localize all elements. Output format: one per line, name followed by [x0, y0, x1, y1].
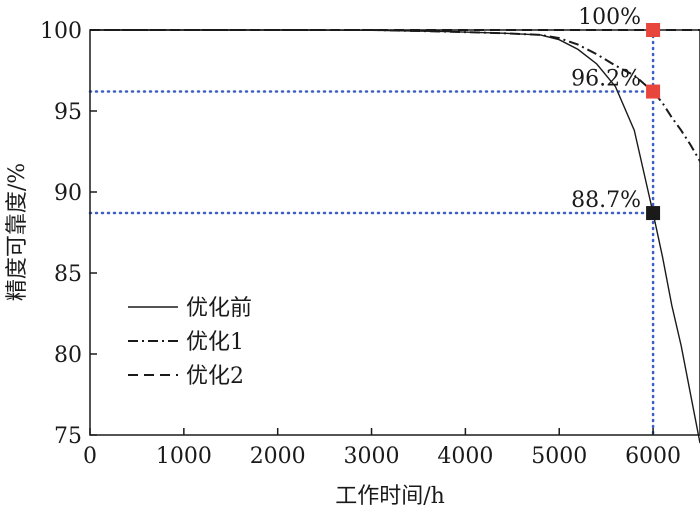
axes: [89, 29, 700, 436]
y-tick-label-1: 80: [54, 343, 82, 368]
ticks: 0 1000 2000 3000 4000 5000 6000 75 80 85 90 95 100: [40, 19, 681, 469]
y-tick-label-3: 90: [54, 181, 82, 206]
x-tick-label-5: 5000: [531, 444, 587, 469]
reference-lines: [88, 28, 655, 437]
marker-label-0: 100%: [578, 5, 641, 30]
legend-label-1: 优化1: [186, 330, 244, 355]
x-tick-label-1: 1000: [156, 444, 212, 469]
y-tick-label-0: 75: [54, 424, 82, 449]
x-tick-label-6: 6000: [625, 444, 681, 469]
plot-frame: [89, 29, 700, 436]
marker-label-2: 88.7%: [571, 188, 641, 213]
x-tick-label-0: 0: [83, 444, 97, 469]
x-tick-label-3: 3000: [344, 444, 400, 469]
y-tick-label-2: 85: [54, 262, 82, 287]
y-tick-label-5: 100: [40, 19, 82, 44]
legend-label-0: 优化前: [186, 296, 252, 321]
legend-label-2: 优化2: [186, 364, 244, 389]
x-tick-label-4: 4000: [437, 444, 493, 469]
marker-label-1: 96.2%: [571, 67, 641, 92]
series-line-1: [90, 29, 700, 162]
series-line-0: [90, 29, 700, 444]
marker-1: [646, 84, 661, 99]
marker-2: [646, 206, 661, 221]
x-axis-title: 工作时间/h: [335, 484, 445, 509]
x-tick-label-2: 2000: [250, 444, 306, 469]
marker-0: [646, 23, 661, 37]
y-axis-title: 精度可靠度/%: [5, 163, 30, 301]
y-tick-label-4: 95: [54, 100, 82, 125]
markers: 100% 96.2% 88.7%: [571, 5, 661, 221]
